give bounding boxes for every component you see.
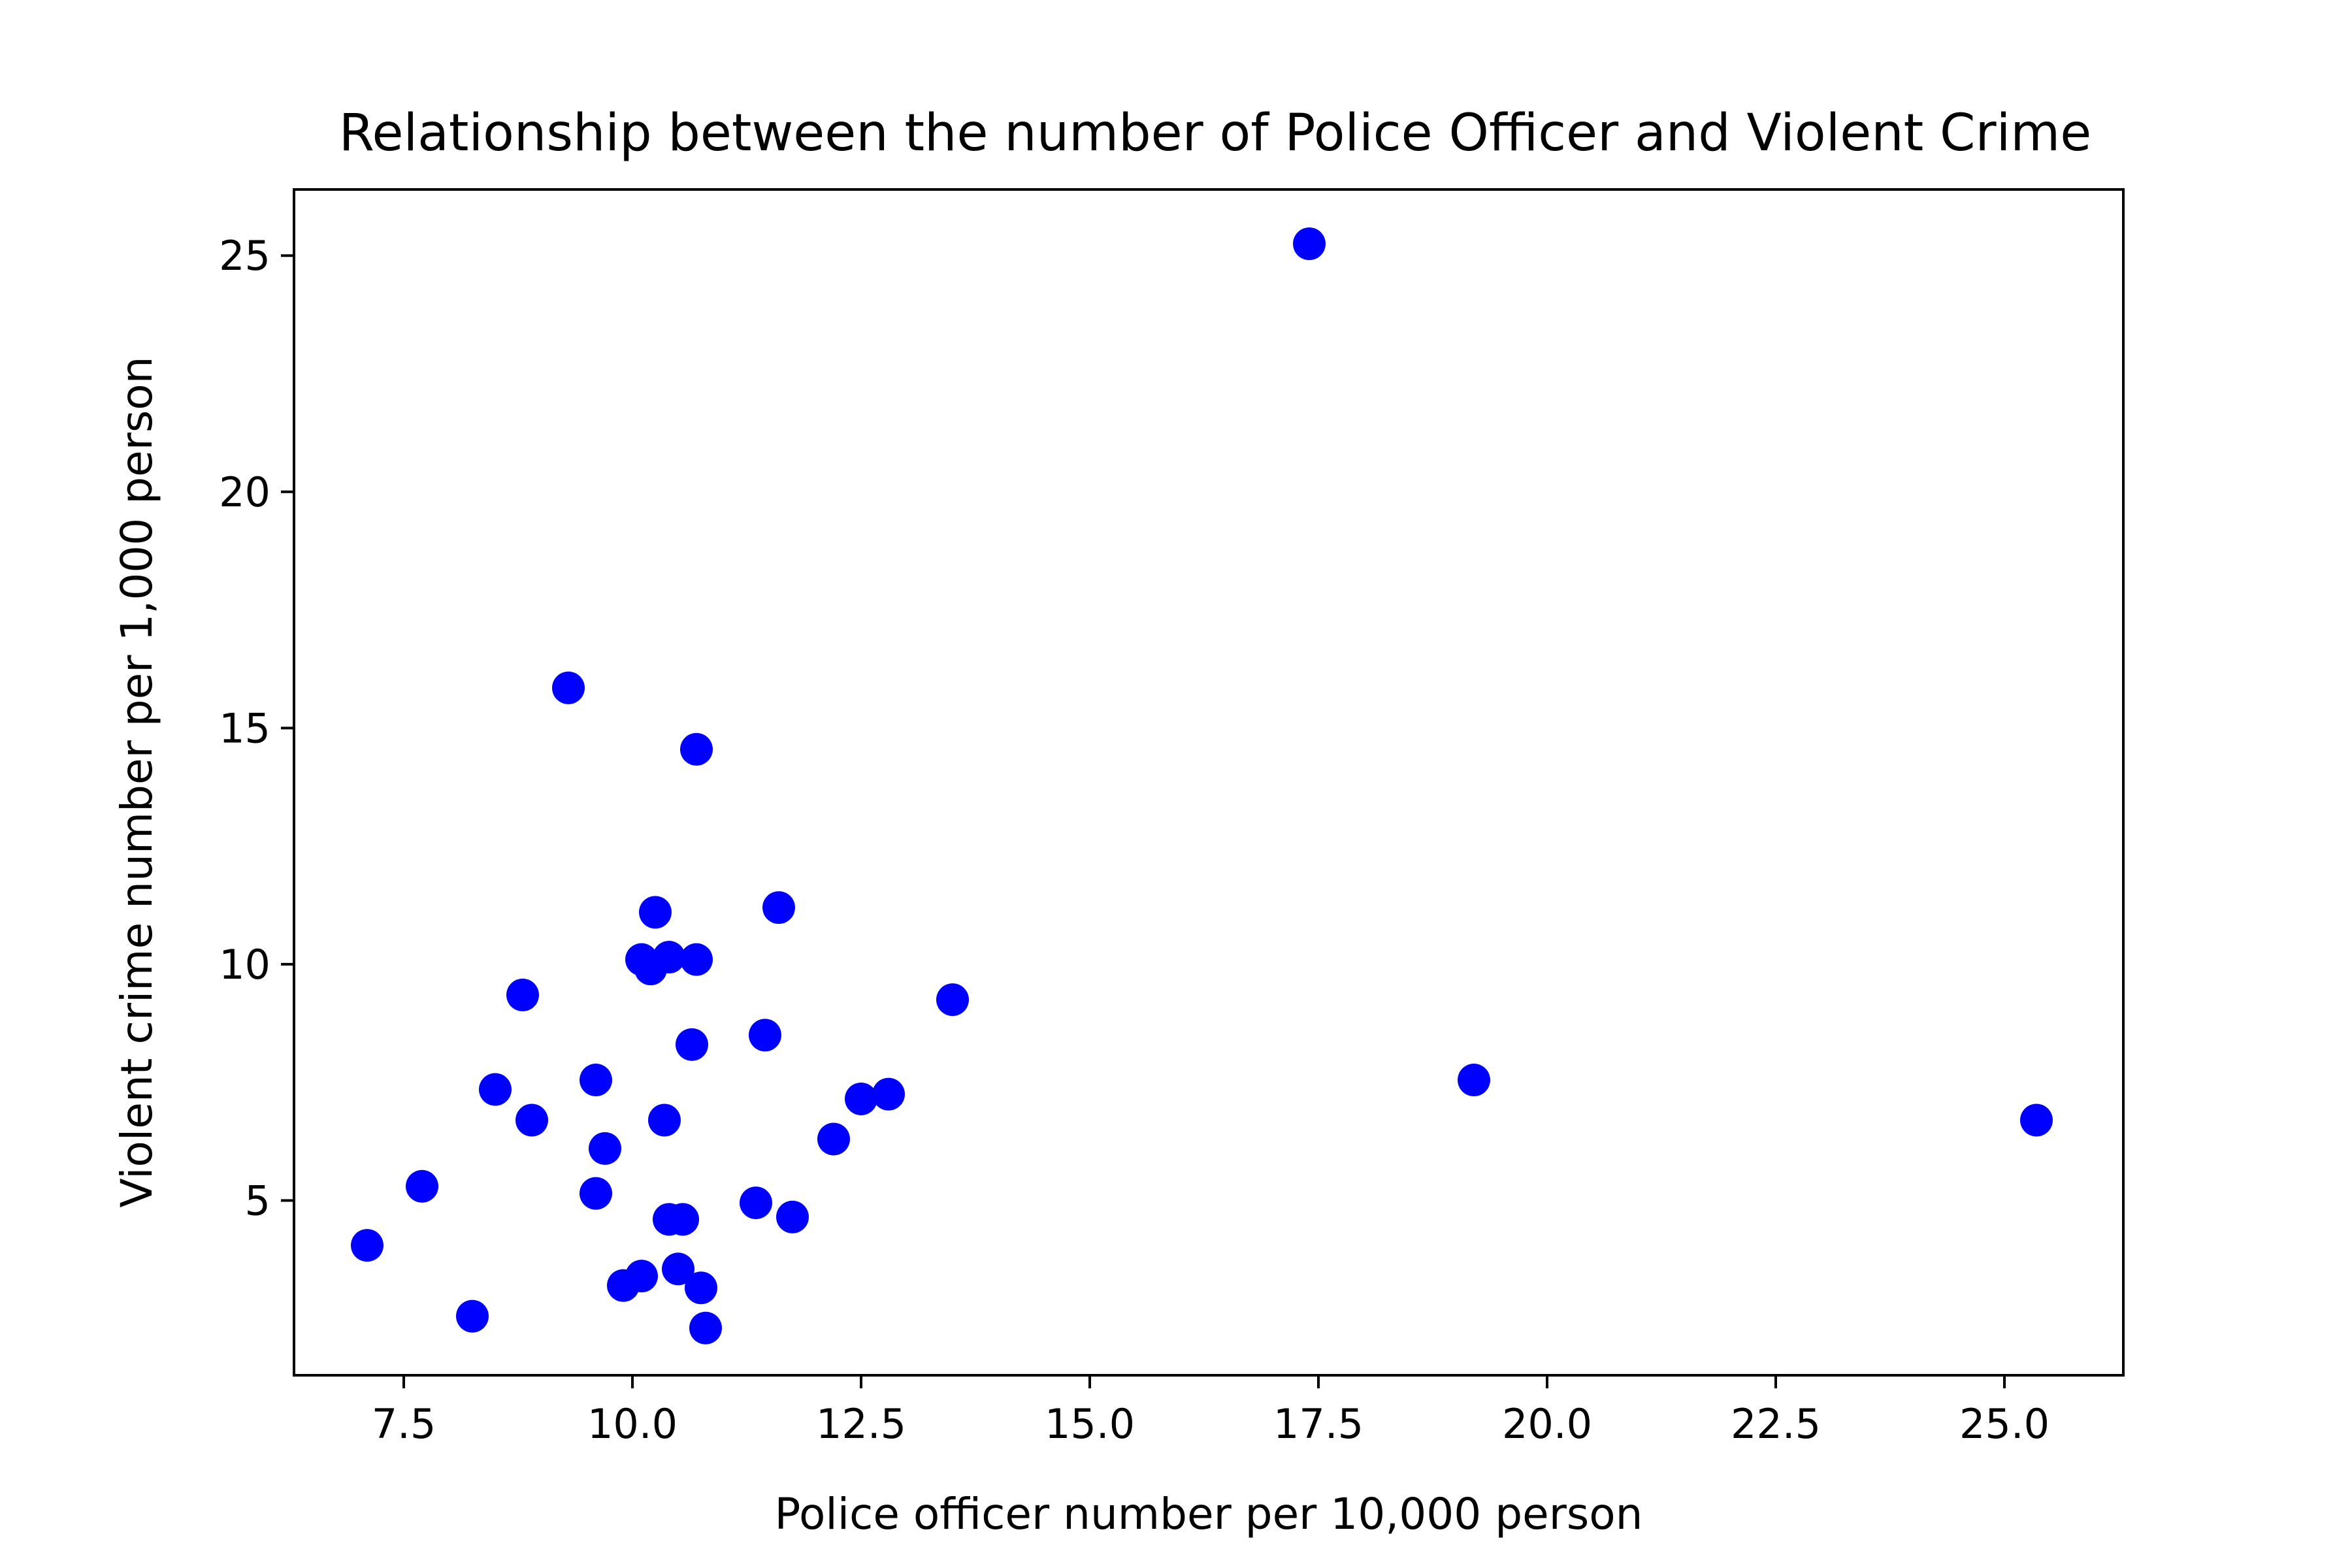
data-point [406,1169,438,1203]
data-point [845,1082,877,1115]
data-point [676,1028,708,1061]
data-point [589,1132,621,1165]
x-tick-label: 20.0 [1502,1400,1592,1448]
data-point [740,1186,772,1220]
y-axis-label: Violent crime number per 1,000 person [112,356,162,1207]
x-tick-label: 22.5 [1731,1400,1821,1448]
data-point [776,1200,809,1233]
data-point [1458,1064,1490,1097]
data-point [456,1299,489,1333]
chart-title: Relationship between the number of Polic… [339,104,2091,163]
x-tick-label: 10.0 [587,1400,678,1448]
data-point [680,943,713,976]
data-point [666,1203,699,1236]
data-point [685,1271,717,1305]
plot-area-frame [293,188,2125,1377]
data-point [817,1122,850,1156]
data-point [2020,1103,2053,1137]
data-point [762,891,795,924]
x-tick-label: 12.5 [816,1400,906,1448]
data-point [639,896,672,929]
x-tick-label: 17.5 [1273,1400,1364,1448]
data-point [479,1073,512,1106]
data-point [662,1252,694,1286]
y-tick-label: 15 [219,704,270,752]
data-point [506,978,539,1011]
data-point [625,1260,658,1293]
x-tick-label: 15.0 [1045,1400,1135,1448]
data-point [648,1103,681,1137]
x-tick-label: 7.5 [372,1400,436,1448]
x-axis-label: Police officer number per 10,000 person [775,1489,1643,1539]
data-point [351,1229,384,1262]
y-tick-label: 25 [219,232,270,280]
data-point [653,941,685,974]
y-tick-label: 10 [219,941,270,988]
data-points [351,227,2053,1345]
data-point [872,1077,905,1111]
data-point [515,1103,548,1137]
x-tick-label: 25.0 [1959,1400,2050,1448]
data-point [580,1064,612,1097]
axis-ticks: 7.5 10.0 12.5 15.0 17.5 20.0 22.5 25.0 5 10 15 20 25 [219,232,2050,1448]
y-tick-label: 20 [219,468,270,516]
data-point [689,1311,722,1345]
data-point [680,732,713,766]
y-tick-label: 5 [245,1177,270,1224]
data-point [580,1177,612,1210]
data-point [936,983,969,1017]
data-point [1293,227,1326,261]
data-point [552,671,585,704]
data-point [749,1019,781,1052]
